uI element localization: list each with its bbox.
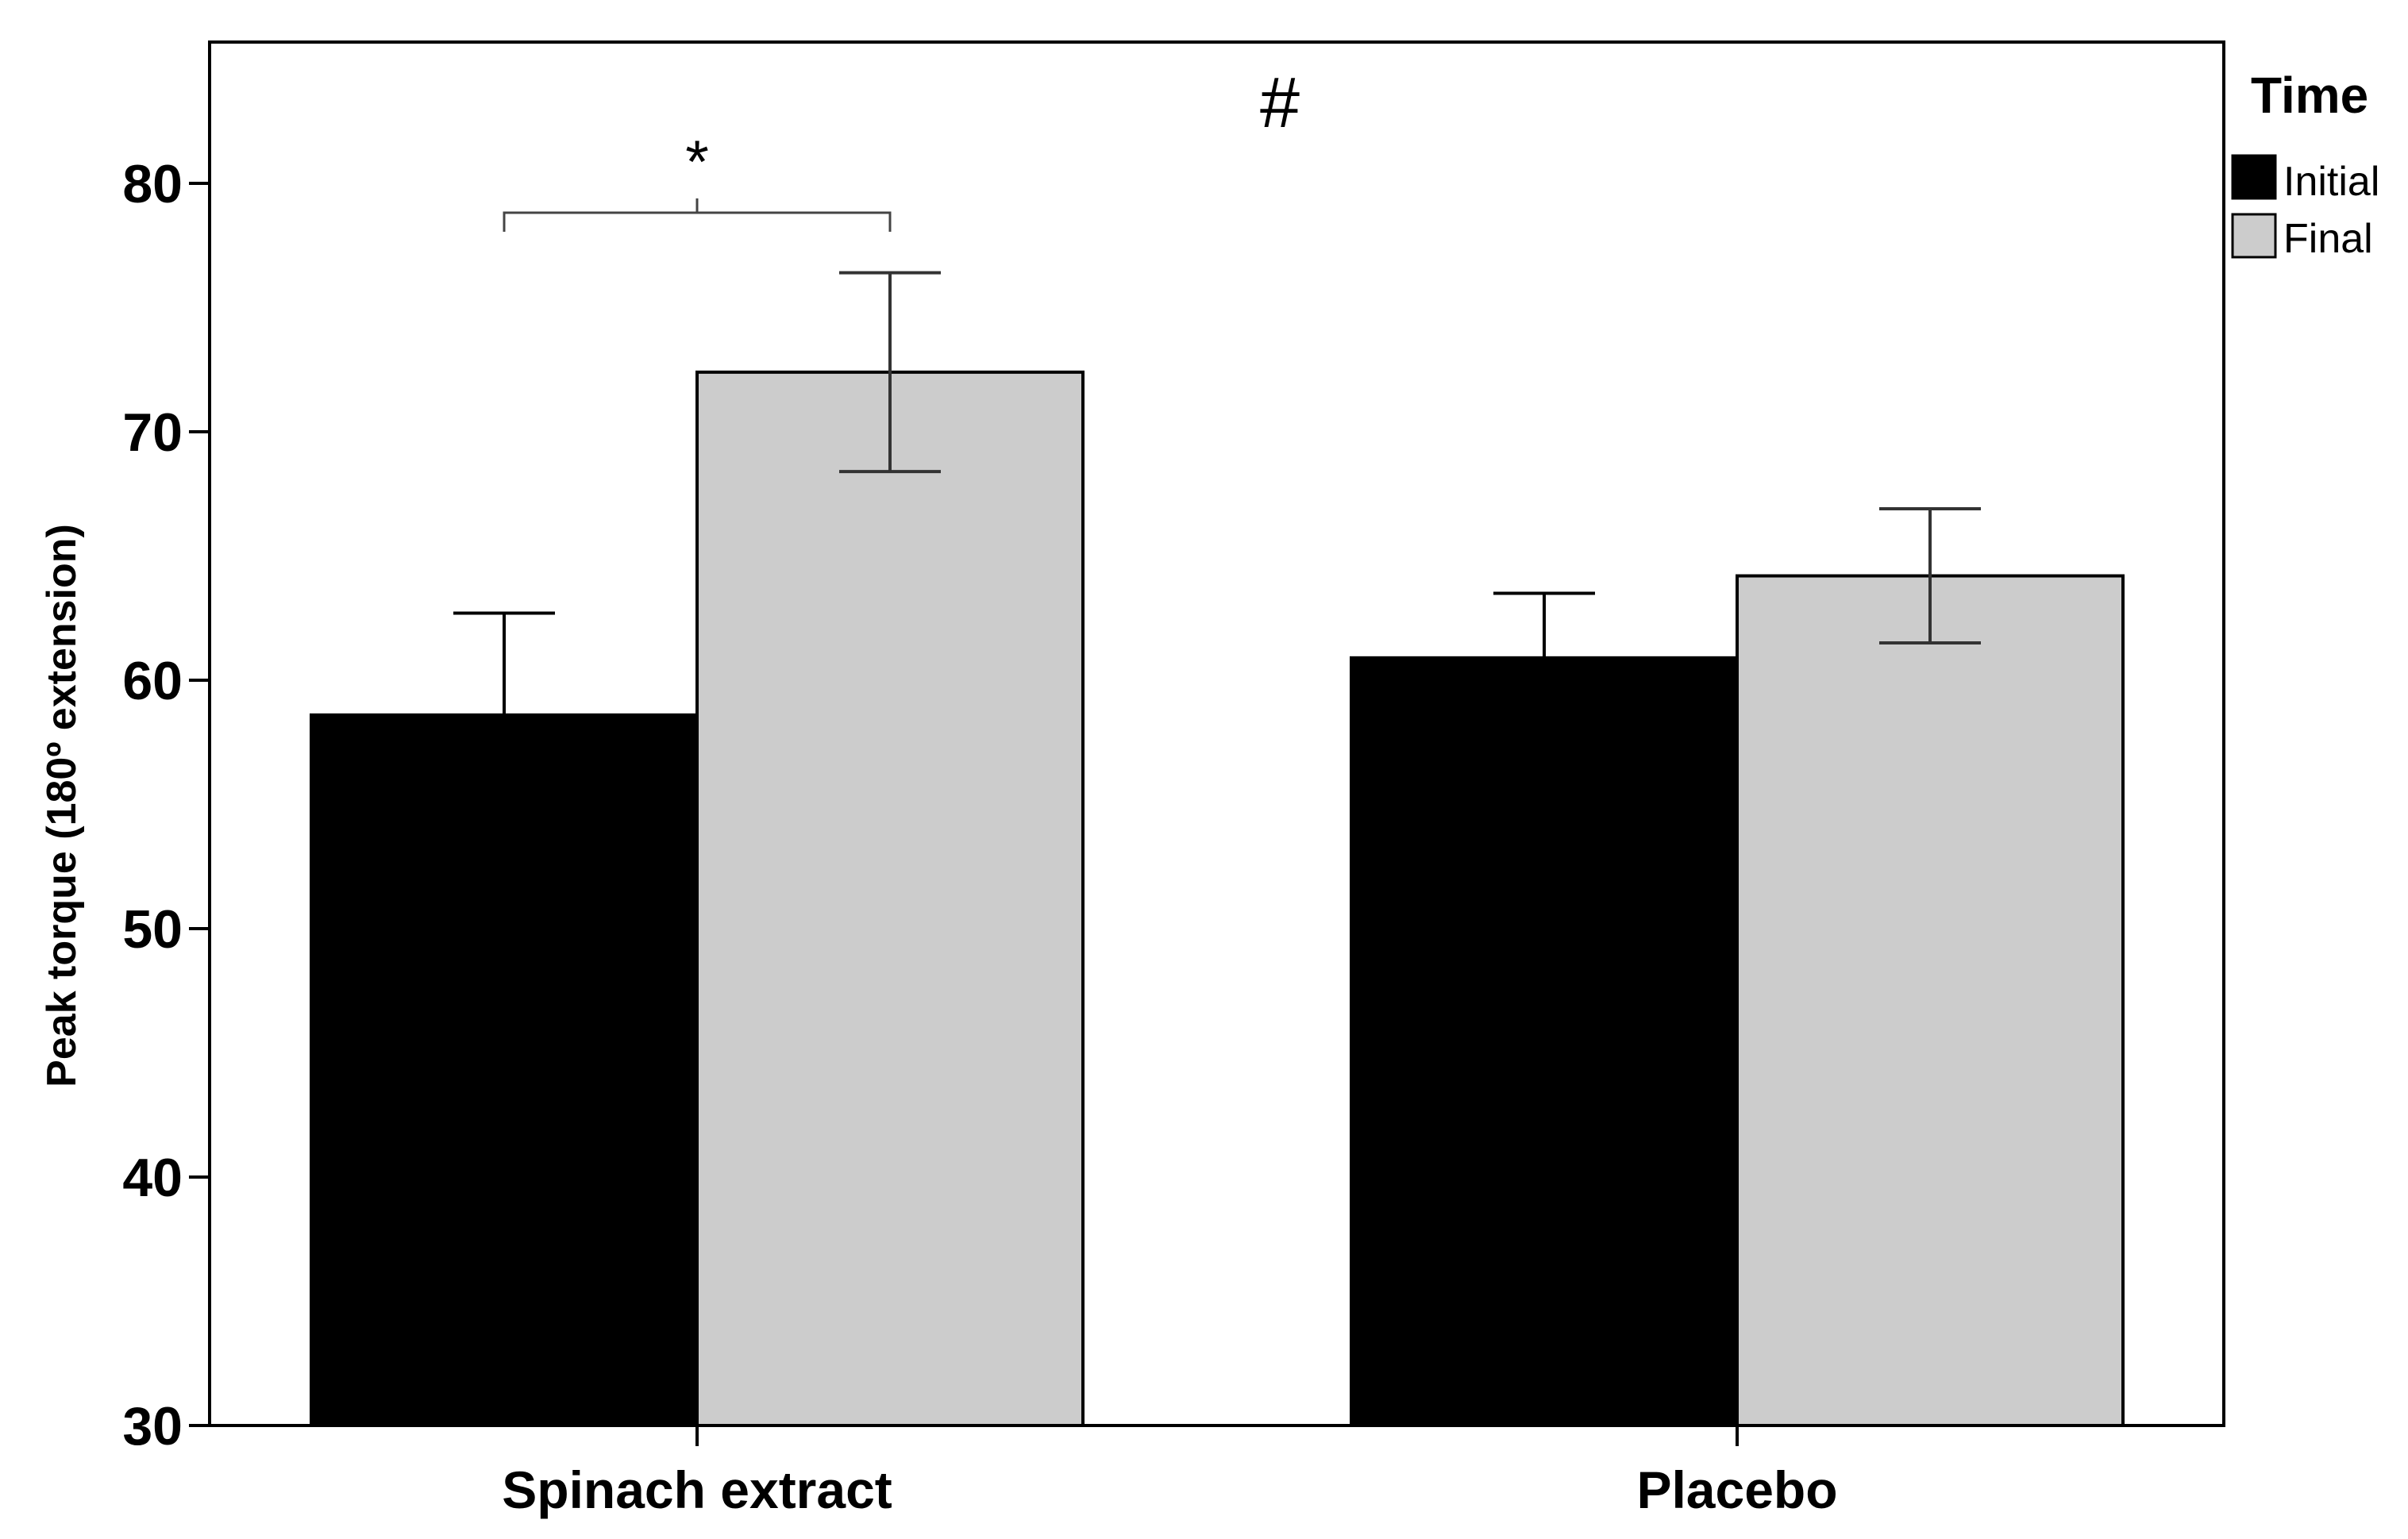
bar-final-0	[695, 370, 1085, 1427]
x-axis-tick-labels: Spinach extract Placebo	[502, 1425, 1838, 1519]
y-tick-label: 30	[122, 1396, 183, 1456]
y-axis-label: Peak torque (180º extension)	[39, 524, 85, 1087]
y-tick-label: 50	[122, 899, 183, 960]
legend-label-initial: Initial	[2283, 159, 2379, 205]
x-tick-label: Spinach extract	[502, 1460, 892, 1519]
x-tick-label: Placebo	[1636, 1460, 1837, 1519]
y-axis-ticks: 30 40 50 60 70 80	[122, 154, 210, 1456]
error-bars	[453, 271, 1981, 715]
significance-star: *	[685, 129, 709, 196]
y-tick-label: 70	[122, 402, 183, 463]
bar-initial-1	[1350, 656, 1739, 1427]
legend-label-final: Final	[2283, 216, 2373, 262]
bar-initial-0	[310, 713, 699, 1427]
hash-annotation: #	[1260, 63, 1300, 143]
y-tick-label: 80	[122, 154, 183, 214]
legend: Time Initial Final	[2231, 67, 2379, 262]
significance-bracket	[503, 198, 892, 232]
y-tick-label: 60	[122, 651, 183, 711]
y-tick-label: 40	[122, 1148, 183, 1208]
legend-title: Time	[2251, 67, 2368, 124]
bar-final-1	[1736, 574, 2125, 1427]
legend-swatch-final	[2231, 213, 2277, 259]
legend-swatch-initial	[2231, 154, 2277, 200]
